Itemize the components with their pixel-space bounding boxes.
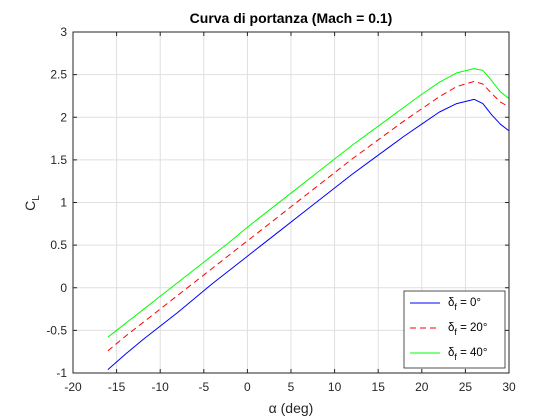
x-tick-label: -10 <box>152 380 170 394</box>
series-line-0 <box>107 98 510 370</box>
y-tick-label: 1.5 <box>50 153 67 167</box>
x-tick-label: -5 <box>198 380 209 394</box>
y-axis-label-sub: L <box>31 195 42 201</box>
y-tick-label: 3 <box>60 25 67 39</box>
y-tick-label: 1 <box>60 196 67 210</box>
chart-title: Curva di portanza (Mach = 0.1) <box>190 10 393 26</box>
x-tick-label: 5 <box>288 380 295 394</box>
x-tick-label: 30 <box>502 380 516 394</box>
legend-box <box>403 290 506 369</box>
series-line-1 <box>107 80 510 352</box>
series-line-2 <box>107 68 510 338</box>
x-tick-label: 25 <box>459 380 473 394</box>
x-tick-label: -20 <box>64 380 82 394</box>
series-lines <box>107 68 510 370</box>
y-tick-label: 0 <box>60 281 67 295</box>
axis-ticks: -20 -15 -10 -5 0 5 10 15 20 25 30 -1 -0.5 0 0.5 1 1.5 2 2.… <box>46 25 516 394</box>
x-tick-label: 15 <box>372 380 386 394</box>
legend: δf = 0° δf = 20° δf = 40° <box>403 290 506 369</box>
x-tick-label: -15 <box>108 380 126 394</box>
x-tick-label: 0 <box>244 380 251 394</box>
y-tick-label: -0.5 <box>46 323 67 337</box>
legend-label-2: δf = 40° <box>448 347 487 362</box>
y-tick-label: 0.5 <box>50 238 67 252</box>
y-tick-label: 2.5 <box>50 68 67 82</box>
y-axis-label-main: C <box>22 201 38 211</box>
y-axis-label: CL <box>22 195 42 211</box>
legend-label-1: δf = 20° <box>448 322 487 337</box>
x-tick-label: 10 <box>328 380 342 394</box>
x-tick-label: 20 <box>415 380 429 394</box>
y-tick-label: -1 <box>56 366 67 380</box>
legend-label-0: δf = 0° <box>448 297 481 312</box>
y-tick-label: 2 <box>60 110 67 124</box>
x-axis-label: α (deg) <box>269 400 314 416</box>
legend-entries: δf = 0° δf = 20° δf = 40° <box>410 297 487 362</box>
